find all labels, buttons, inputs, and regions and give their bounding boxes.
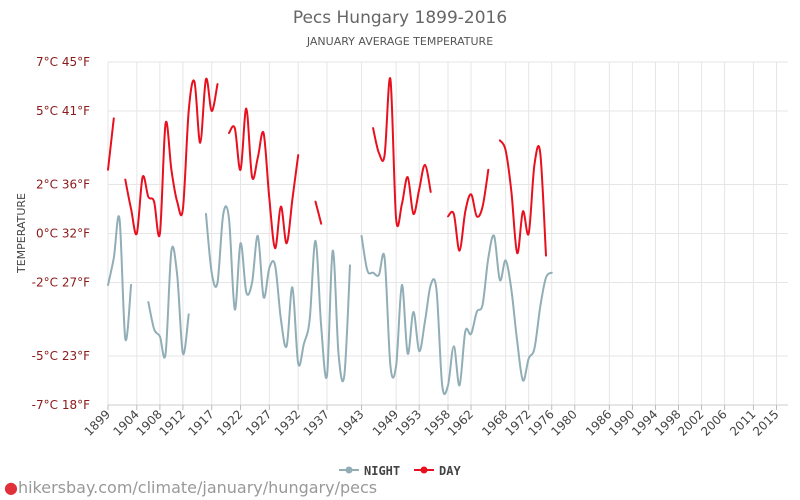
x-tick-label: 1976 — [525, 407, 556, 438]
night-series-line — [360, 234, 553, 396]
legend-night-label: NIGHT — [364, 464, 400, 478]
chart-subtitle: JANUARY AVERAGE TEMPERATURE — [306, 35, 494, 48]
x-tick-label: 1962 — [445, 407, 476, 438]
x-tick-label: 1917 — [185, 407, 216, 438]
y-tick-label: -7°C 18°F — [32, 398, 90, 412]
day-series-line — [124, 77, 219, 238]
legend-night-marker — [345, 466, 353, 474]
grid — [107, 61, 788, 406]
y-tick-label: 0°C 32°F — [36, 227, 90, 241]
legend: NIGHT DAY — [339, 464, 461, 478]
x-tick-label: 1972 — [502, 407, 533, 438]
day-series-line — [447, 168, 490, 252]
x-tick-label: 1908 — [133, 407, 164, 438]
y-tick-label: 7°C 45°F — [36, 55, 90, 69]
night-series-line — [204, 205, 351, 383]
x-tick-label: 2006 — [698, 407, 729, 438]
night-series-line — [107, 215, 133, 342]
source-link[interactable]: ●hikersbay.com/climate/january/hungary/p… — [4, 478, 377, 497]
x-tick-label: 1986 — [583, 407, 614, 438]
x-tick-label: 2011 — [727, 407, 758, 438]
day-series-line — [314, 200, 323, 225]
day-series-line — [228, 107, 300, 250]
x-tick-label: 1980 — [548, 407, 579, 438]
series-lines — [107, 77, 553, 396]
x-tick-label: 1994 — [629, 407, 660, 438]
day-series-line — [107, 117, 115, 171]
y-tick-labels: 7°C 45°F 5°C 41°F 2°C 36°F 0°C 32°F -2°C 27°… — [32, 55, 90, 412]
x-tick-label: 1953 — [393, 407, 424, 438]
y-tick-label: -5°C 23°F — [32, 349, 90, 363]
y-tick-label: 2°C 36°F — [36, 178, 90, 192]
chart-title: Pecs Hungary 1899-2016 — [292, 8, 508, 28]
x-tick-label: 1998 — [652, 407, 683, 438]
legend-day-marker — [420, 466, 428, 474]
location-pin-icon: ● — [4, 478, 18, 497]
x-tick-label: 1932 — [272, 407, 303, 438]
x-tick-label: 1943 — [335, 407, 366, 438]
x-tick-label: 1937 — [301, 407, 332, 438]
x-tick-label: 1958 — [422, 407, 453, 438]
x-tick-label: 2002 — [675, 407, 706, 438]
x-tick-label: 1922 — [214, 407, 245, 438]
y-tick-label: 5°C 41°F — [36, 104, 90, 118]
x-tick-label: 1904 — [110, 407, 141, 438]
x-tick-label: 2015 — [750, 407, 781, 438]
x-tick-label: 1968 — [479, 407, 510, 438]
y-tick-label: -2°C 27°F — [32, 276, 90, 290]
y-axis-label: TEMPERATURE — [15, 193, 28, 274]
night-series-line — [147, 245, 190, 359]
day-series-line — [498, 139, 547, 257]
x-tick-label: 1949 — [370, 407, 401, 438]
legend-day-label: DAY — [439, 464, 461, 478]
x-tick-label: 1927 — [243, 407, 274, 438]
day-series-line — [372, 77, 432, 228]
x-tick-label: 1990 — [606, 407, 637, 438]
x-tick-label: 1912 — [157, 407, 188, 438]
source-url: hikersbay.com/climate/january/hungary/pe… — [17, 478, 378, 497]
